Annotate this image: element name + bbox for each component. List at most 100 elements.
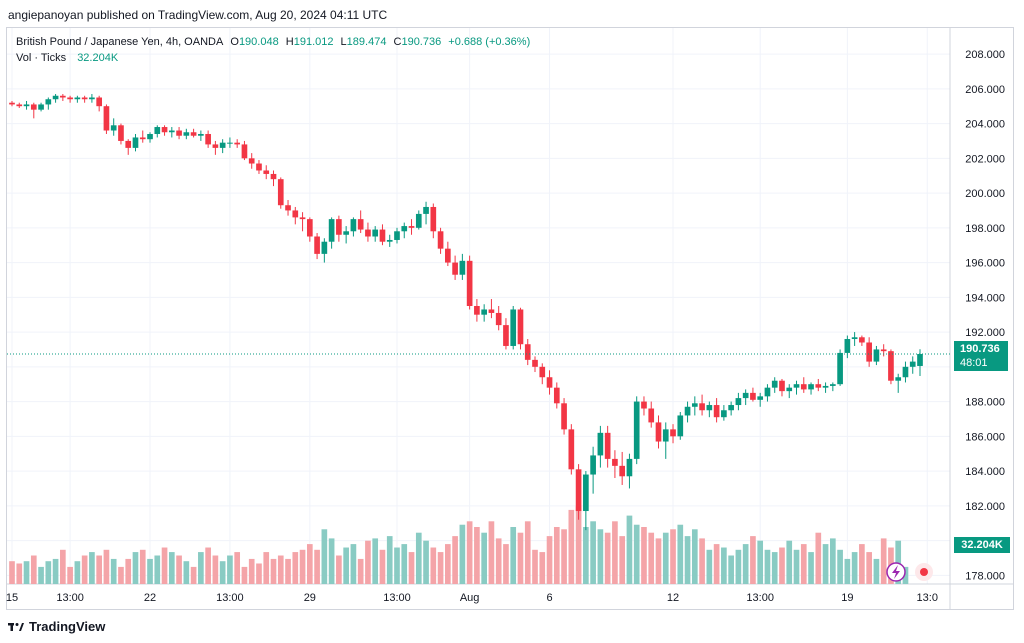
volume-bar: [895, 540, 902, 584]
candle-body: [880, 349, 887, 352]
volume-bar: [859, 544, 865, 584]
candle-body: [52, 95, 59, 100]
x-tick-label: 13:00: [56, 592, 84, 604]
y-tick-label: 204.000: [965, 119, 1005, 131]
candle-body: [74, 97, 81, 100]
x-tick-label: 12: [667, 592, 679, 604]
candle-body: [147, 133, 153, 140]
x-tick-label: 13:0: [917, 592, 938, 604]
volume-bar: [60, 549, 66, 584]
candle-body: [328, 219, 335, 242]
candle-body: [844, 339, 851, 353]
flash-icon-bolt: [892, 565, 900, 579]
flash-icon[interactable]: [886, 562, 906, 582]
candle-body: [408, 226, 415, 228]
candle-body: [604, 432, 611, 459]
record-icon[interactable]: [915, 563, 933, 581]
volume-bar: [9, 561, 15, 584]
volume-bar: [706, 549, 713, 584]
volume-bar: [873, 558, 880, 584]
footer-brand: TradingView: [8, 619, 105, 634]
candle-body: [706, 405, 713, 411]
volume-bar: [118, 566, 124, 584]
volume-bar: [357, 558, 364, 584]
volume-bar: [517, 532, 524, 584]
volume-bar: [285, 558, 291, 584]
candle-body: [742, 392, 749, 399]
candle-body: [81, 97, 88, 100]
volume-bar: [866, 552, 872, 584]
candle-body: [626, 458, 633, 477]
volume-bar: [386, 536, 393, 584]
candle-body: [583, 474, 589, 512]
legend-o-label: O: [230, 36, 239, 48]
publish-line: angiepanoyan published on TradingView.co…: [8, 8, 388, 22]
candle-body: [132, 137, 139, 148]
volume-bar: [641, 527, 647, 584]
candle-body: [452, 262, 458, 275]
record-icon-dot: [920, 568, 928, 576]
volume-tag: 32.204K: [954, 537, 1010, 553]
x-tick-label: 22: [144, 592, 156, 604]
volume-bar: [227, 555, 233, 584]
candle-body: [321, 241, 328, 254]
candle-body: [30, 104, 37, 110]
candle-body: [176, 130, 182, 136]
volume-bar: [546, 536, 553, 584]
volume-bar: [52, 558, 59, 584]
volume-bar: [822, 544, 829, 584]
candle-body: [60, 95, 66, 98]
candle-body: [757, 396, 764, 400]
volume-bar: [648, 532, 655, 584]
volume-bar: [510, 527, 517, 584]
chart-frame: [6, 27, 1014, 610]
volume-bar: [808, 552, 814, 584]
volume-bar: [132, 552, 139, 584]
volume-bar: [793, 549, 800, 584]
candle-body: [553, 387, 560, 404]
y-tick-label: 200.000: [965, 188, 1005, 200]
bar-countdown: 48:01: [960, 357, 988, 369]
volume-bar: [728, 555, 734, 584]
volume-bar: [771, 552, 778, 584]
volume-bar: [590, 521, 596, 584]
volume-bar: [234, 552, 241, 584]
candle-body: [510, 309, 517, 346]
volume-bar: [815, 532, 822, 584]
volume-bar: [837, 549, 843, 584]
candle-body: [263, 170, 270, 174]
volume-bar: [168, 552, 175, 584]
volume-bar: [750, 536, 756, 584]
x-tick-label: 13:00: [746, 592, 774, 604]
volume-bar: [408, 552, 415, 584]
candle-body: [227, 142, 233, 144]
legend-h-label: H: [285, 36, 294, 48]
candle-body: [379, 229, 386, 242]
candle-body: [721, 410, 727, 418]
volume-bar: [198, 552, 204, 584]
volume-bar: [670, 529, 676, 584]
legend-close: 190.736: [401, 36, 442, 48]
volume-bar: [350, 544, 357, 584]
x-tick-label: Aug: [460, 592, 480, 604]
volume-bar: [103, 549, 110, 584]
legend-low: 189.474: [346, 36, 387, 48]
volume-bar: [561, 529, 567, 584]
candle-body: [713, 405, 720, 418]
candle-body: [394, 231, 400, 240]
candle-body: [423, 206, 429, 214]
candle-body: [888, 351, 894, 381]
candle-body: [161, 127, 168, 133]
candle-body: [219, 142, 226, 148]
volume-bar: [437, 552, 444, 584]
volume-bar: [16, 563, 23, 584]
volume-bar: [147, 558, 153, 584]
volume-bar: [597, 529, 604, 584]
candle-body: [357, 219, 364, 230]
volume-bar: [343, 547, 349, 584]
candle-body: [292, 210, 299, 218]
volume-bar: [314, 549, 320, 584]
legend-open: 190.048: [238, 36, 279, 48]
candle-body: [190, 132, 197, 136]
